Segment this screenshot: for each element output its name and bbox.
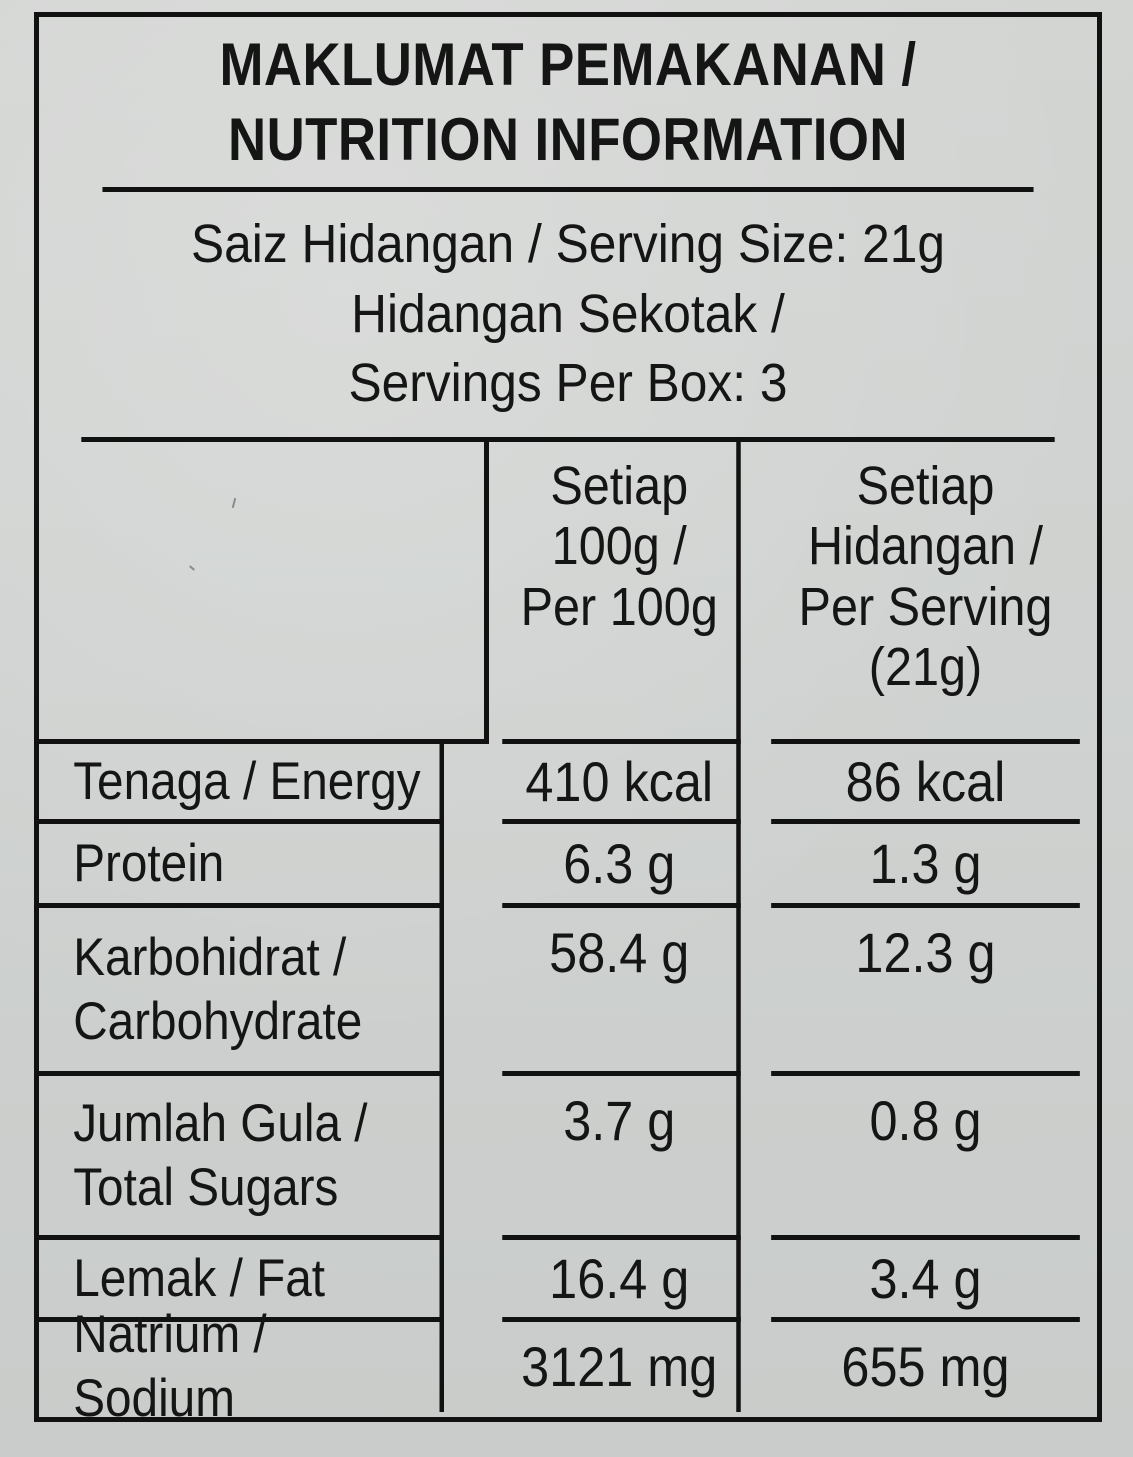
row-label-fat: Lemak / Fat [39,1240,444,1322]
nutrient-grid: Setiap 100g / Per 100g Setiap Hidangan /… [39,442,1097,1428]
row-label-total-sugars: Jumlah Gula / Total Sugars [39,1076,444,1240]
protein-per-100g: 6.3 g [502,824,741,908]
row-label-text: Jumlah Gula / [73,1093,368,1153]
column-header-per-100g: Setiap 100g / Per 100g [502,442,741,744]
energy-per-serving: 86 kcal [771,744,1080,824]
energy-per-100g: 410 kcal [502,744,741,824]
total-sugars-per-100g: 3.7 g [502,1076,741,1240]
header-blank-cell [39,442,489,744]
print-mark [189,565,195,571]
row-label-text: Tenaga / Energy [73,751,421,811]
column-header-line: Hidangan / [807,516,1044,577]
row-label-text: Lemak / Fat [73,1248,326,1308]
title-block: MAKLUMAT PEMAKANAN / NUTRITION INFORMATI… [102,17,1034,192]
carbohydrate-per-100g: 58.4 g [502,908,741,1076]
column-header-per-serving: Setiap Hidangan / Per Serving (21g) [771,442,1080,744]
carbohydrate-per-serving: 12.3 g [771,908,1080,1076]
protein-per-serving: 1.3 g [771,824,1080,908]
fat-per-serving: 3.4 g [771,1240,1080,1322]
row-label-text: Karbohidrat / [73,927,347,987]
total-sugars-per-serving: 0.8 g [771,1076,1080,1240]
title-line-1: MAKLUMAT PEMAKANAN / [219,31,917,98]
column-header-line: (21g) [868,637,983,698]
nutrient-table: Setiap 100g / Per 100g Setiap Hidangan /… [39,442,1097,1428]
row-label-text: Natrium / Sodium [73,1305,267,1428]
servings-per-box-value: Servings Per Box: 3 [348,353,788,414]
print-mark [231,497,237,509]
sodium-per-100g: 3121 mg [502,1322,741,1412]
serving-info: Saiz Hidangan / Serving Size: 21g Hidang… [81,192,1055,442]
title-line-2: NUTRITION INFORMATION [228,106,908,173]
row-label-text: Carbohydrate [73,991,363,1051]
servings-per-box-label: Hidangan Sekotak / [351,283,785,344]
column-header-line: Per Serving [798,576,1053,637]
column-header-line: 100g / [551,516,687,577]
serving-size: Saiz Hidangan / Serving Size: 21g [191,213,945,274]
fat-per-100g: 16.4 g [502,1240,741,1322]
row-label-sodium: Natrium / Sodium [39,1305,444,1428]
nutrition-label: MAKLUMAT PEMAKANAN / NUTRITION INFORMATI… [34,12,1102,1428]
row-label-text: Total Sugars [73,1157,339,1217]
row-label-text: Protein [73,833,225,893]
sodium-per-serving: 655 mg [841,1335,1010,1399]
row-label-carbohydrate: Karbohidrat / Carbohydrate [39,908,444,1076]
row-label-protein: Protein [39,824,444,908]
column-header-line: Per 100g [520,576,718,637]
column-header-line: Setiap [550,456,689,516]
row-label-energy: Tenaga / Energy [39,744,444,824]
column-header-line: Setiap [856,456,995,516]
